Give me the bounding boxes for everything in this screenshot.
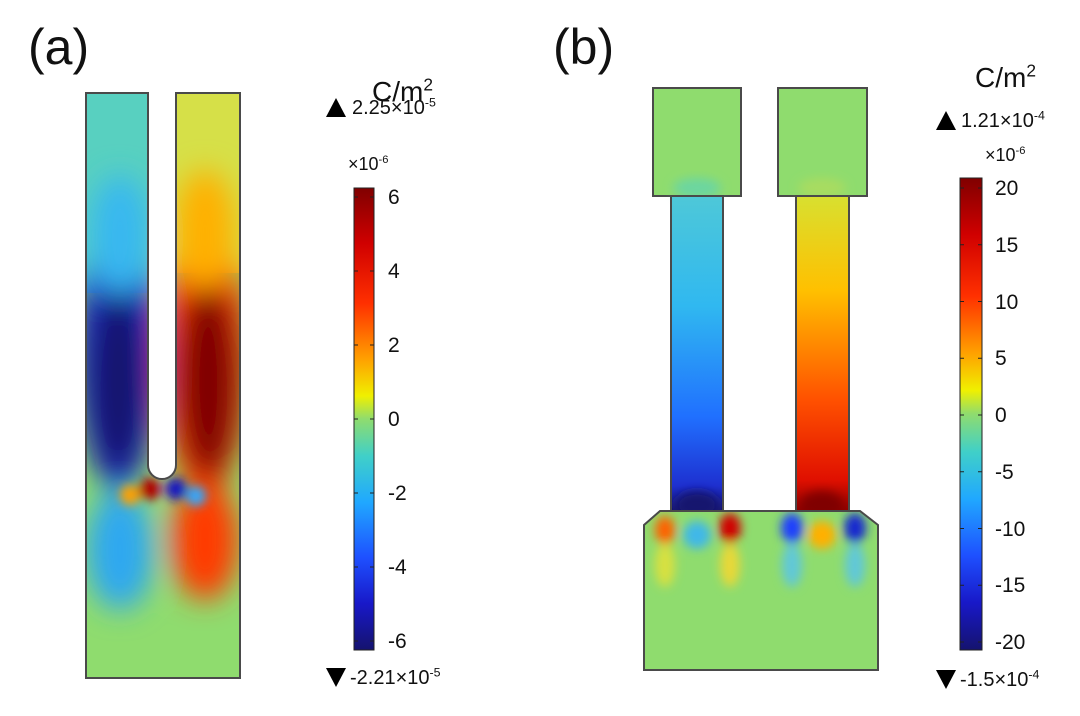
panel-a-scale-factor: ×10-6 <box>348 154 389 174</box>
colorbar-tick-label: 10 <box>995 290 1019 314</box>
panel-b-base <box>644 511 878 670</box>
max-marker-a <box>326 98 346 117</box>
panel-a-min-value: -2.21×10-5 <box>350 665 441 689</box>
colorbar-tick-label: 6 <box>388 186 400 209</box>
colorbar-tick-label: 0 <box>388 408 400 431</box>
colorbar-tick-label: 0 <box>995 404 1007 427</box>
panel-a-structure <box>86 93 240 678</box>
panel-a-outline <box>85 92 241 679</box>
colorbar-tick-label: 20 <box>995 177 1019 200</box>
panel-b-min-value: -1.5×10-4 <box>960 667 1040 691</box>
colorbar-tick-label: -6 <box>388 630 407 653</box>
colorbar-tick-label: -4 <box>388 556 407 579</box>
colorbar-tick-label: 5 <box>995 347 1007 371</box>
panel-b-max-value: 1.21×10-4 <box>961 108 1045 132</box>
panel-a-unit: C/m2 <box>372 74 433 107</box>
panel-b-right-beam <box>796 196 849 511</box>
panel-b-base-outline <box>643 510 879 671</box>
colorbar-a <box>354 188 374 650</box>
panel-b-top-pads <box>652 87 868 198</box>
min-marker-a <box>326 668 346 687</box>
colorbar-tick-label: -5 <box>995 460 1014 484</box>
colorbar-b <box>960 178 982 650</box>
colorbar-tick-label: -20 <box>995 631 1026 654</box>
colorbar-b-ticks <box>960 187 982 643</box>
colorbar-tick-label: -2 <box>388 482 407 505</box>
min-marker-b <box>936 670 956 689</box>
panel-b-label: (b) <box>553 19 615 75</box>
max-marker-b <box>936 111 956 130</box>
panel-b-unit: C/m2 <box>975 60 1036 93</box>
panel-a-max-value: 2.25×10-5 <box>352 95 436 119</box>
panel-a-label: (a) <box>28 19 90 75</box>
panel-b-left-beam <box>671 196 723 511</box>
colorbar-tick-label: -15 <box>995 574 1026 598</box>
colorbar-a-ticks <box>354 196 374 642</box>
colorbar-tick-label: 4 <box>388 260 400 283</box>
panel-b-scale-factor: ×10-6 <box>985 145 1026 165</box>
colorbar-tick-label: 15 <box>995 233 1019 257</box>
colorbar-tick-label: -10 <box>995 517 1026 541</box>
colorbar-tick-label: 2 <box>388 334 400 357</box>
